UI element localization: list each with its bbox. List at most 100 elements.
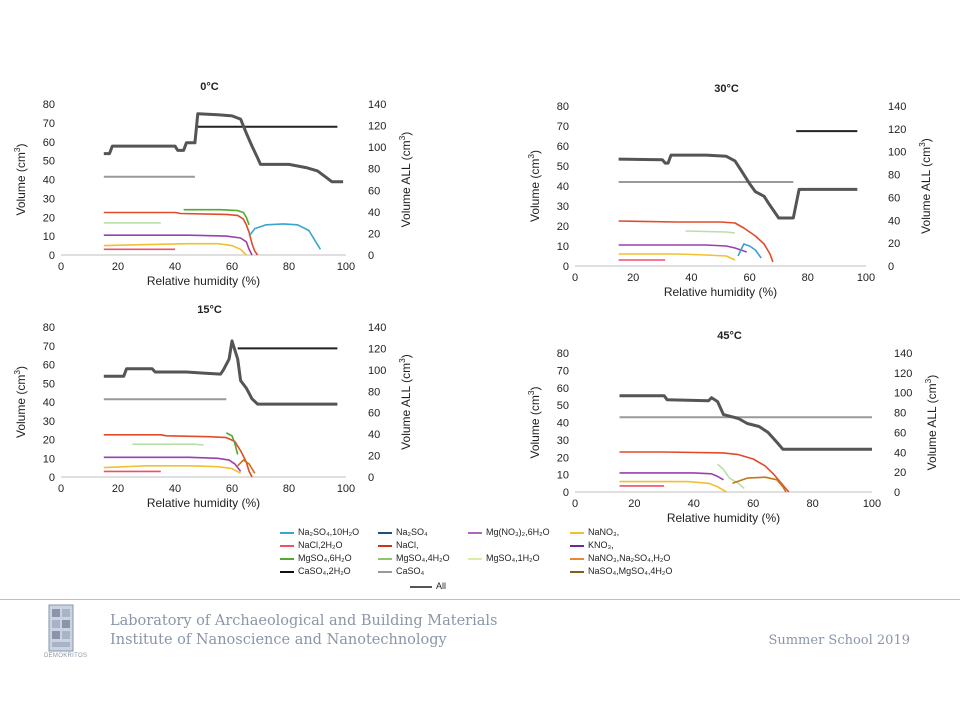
- legend-item: KNO₃,: [570, 540, 614, 551]
- y-axis-label: Volume (cm3): [526, 150, 542, 222]
- x-tick-label: 80: [283, 483, 295, 495]
- series-line: [103, 242, 247, 256]
- charts-area: 0 20 40 60 80 1000102030405060708002040608010…: [12, 81, 939, 525]
- y-tick-label: 30: [43, 193, 55, 205]
- series-line: [248, 223, 322, 250]
- legend-swatch: [570, 570, 584, 573]
- y-tick-label: 80: [557, 348, 569, 360]
- x-tick-label: 100: [337, 261, 355, 273]
- legend-label: Na₂SO₄: [396, 527, 428, 537]
- legend-item: MgSO₄,1H₂O: [468, 553, 540, 564]
- x-tick-label: 100: [863, 498, 881, 510]
- y2-axis-label: Volume ALL (cm3): [397, 132, 413, 228]
- legend-label: KNO₃,: [588, 540, 614, 550]
- series-line: [685, 230, 736, 234]
- y2-tick-label: 120: [888, 124, 906, 136]
- y-tick-label: 10: [557, 470, 569, 482]
- legend-label: NaCl,2H₂O: [298, 540, 343, 550]
- y2-tick-label: 100: [368, 142, 386, 154]
- y2-tick-label: 40: [888, 215, 900, 227]
- legend-item: NaSO₄,MgSO₄,4H₂O: [570, 566, 672, 577]
- y-tick-label: 60: [43, 360, 55, 372]
- y2-tick-label: 0: [894, 487, 900, 499]
- y2-tick-label: 20: [368, 451, 380, 463]
- series-line: [103, 464, 241, 475]
- y2-tick-label: 20: [894, 467, 906, 479]
- y2-tick-label: 60: [368, 185, 380, 197]
- legend-swatch: [410, 585, 432, 588]
- legend-label: NaNO₃,Na₂SO₄,H₂O: [588, 553, 671, 563]
- y-tick-label: 20: [43, 435, 55, 447]
- y-tick-label: 0: [49, 250, 55, 262]
- legend-item: Na₂SO₄: [378, 527, 428, 538]
- series-line: [618, 244, 747, 253]
- y-tick-label: 60: [557, 141, 569, 153]
- legend-label: NaSO₄,MgSO₄,4H₂O: [588, 566, 673, 576]
- y-tick-label: 70: [557, 365, 569, 377]
- x-tick-label: 80: [806, 498, 818, 510]
- x-axis-label: Relative humidity (%): [667, 511, 780, 525]
- series-line: [619, 451, 790, 493]
- series-line: [103, 339, 338, 406]
- chart-title: 0°C: [200, 81, 219, 93]
- series-line: [619, 480, 727, 493]
- x-tick-label: 100: [857, 272, 875, 284]
- y-tick-label: 10: [557, 241, 569, 253]
- legend-swatch: [280, 531, 294, 534]
- legend-item: CaSO₄: [378, 566, 424, 577]
- y-tick-label: 80: [43, 99, 55, 111]
- y2-tick-label: 40: [368, 207, 380, 219]
- y2-axis-label: Volume ALL (cm3): [917, 138, 933, 234]
- chart-panel: 0 20 40 60 80 100 0 10 20 30 40 50 60 70 80 0 20 40 60 80 10…: [526, 330, 939, 525]
- y-tick-label: 20: [557, 221, 569, 233]
- y-tick-label: 50: [557, 400, 569, 412]
- legend-label: MgSO₄,4H₂O: [396, 553, 450, 563]
- x-tick-label: 60: [226, 483, 238, 495]
- legend-item: MgSO₄,6H₂O: [280, 553, 352, 564]
- y2-tick-label: 100: [368, 365, 386, 377]
- x-tick-label: 40: [688, 498, 700, 510]
- y2-tick-label: 80: [888, 170, 900, 182]
- legend-swatch: [378, 544, 392, 547]
- series-line: [237, 459, 256, 474]
- y2-tick-label: 80: [368, 164, 380, 176]
- y2-tick-label: 140: [368, 322, 386, 334]
- legend-item: NaCl,2H₂O: [280, 540, 343, 551]
- legend-swatch: [468, 531, 482, 534]
- x-tick-label: 20: [112, 261, 124, 273]
- legend-item: CaSO₄,2H₂O: [280, 566, 351, 577]
- x-tick-label: 0: [572, 498, 578, 510]
- series-line: [619, 472, 724, 481]
- legend-label: CaSO₄,2H₂O: [298, 566, 351, 576]
- legend-label: MgSO₄,6H₂O: [298, 553, 352, 563]
- legend-swatch: [378, 557, 392, 560]
- y-tick-label: 40: [557, 181, 569, 193]
- legend-swatch: [570, 531, 584, 534]
- legend-item: NaNO₃,: [570, 527, 619, 538]
- legend-label: NaNO₃,: [588, 527, 620, 537]
- y-tick-label: 30: [557, 435, 569, 447]
- y2-tick-label: 20: [368, 228, 380, 240]
- legend-label: NaCl,: [396, 540, 419, 550]
- x-tick-label: 100: [337, 483, 355, 495]
- y2-tick-label: 80: [894, 408, 906, 420]
- y2-tick-label: 40: [368, 429, 380, 441]
- y-tick-label: 10: [43, 231, 55, 243]
- institute-logo-icon: [48, 604, 74, 652]
- chart-panel: 0 20 40 60 80 100 0 10 20 30 40 50 60 70 80 0 20 40 60 80 10…: [12, 81, 413, 288]
- y-tick-label: 30: [557, 201, 569, 213]
- legend-label: MgSO₄,1H₂O: [486, 553, 540, 563]
- y-tick-label: 80: [43, 322, 55, 334]
- series-line: [103, 433, 253, 478]
- lab-name: Laboratory of Archaeological and Buildin…: [110, 613, 498, 629]
- y-axis-label: Volume (cm3): [12, 366, 28, 438]
- y2-tick-label: 80: [368, 386, 380, 398]
- y-tick-label: 50: [557, 161, 569, 173]
- legend-label: Mg(NO₃)₂,6H₂O: [486, 527, 550, 537]
- y-tick-label: 0: [563, 487, 569, 499]
- x-tick-label: 0: [58, 483, 64, 495]
- series-line: [618, 153, 858, 220]
- legend-swatch: [468, 557, 482, 560]
- series-line: [619, 394, 872, 451]
- y2-tick-label: 60: [368, 408, 380, 420]
